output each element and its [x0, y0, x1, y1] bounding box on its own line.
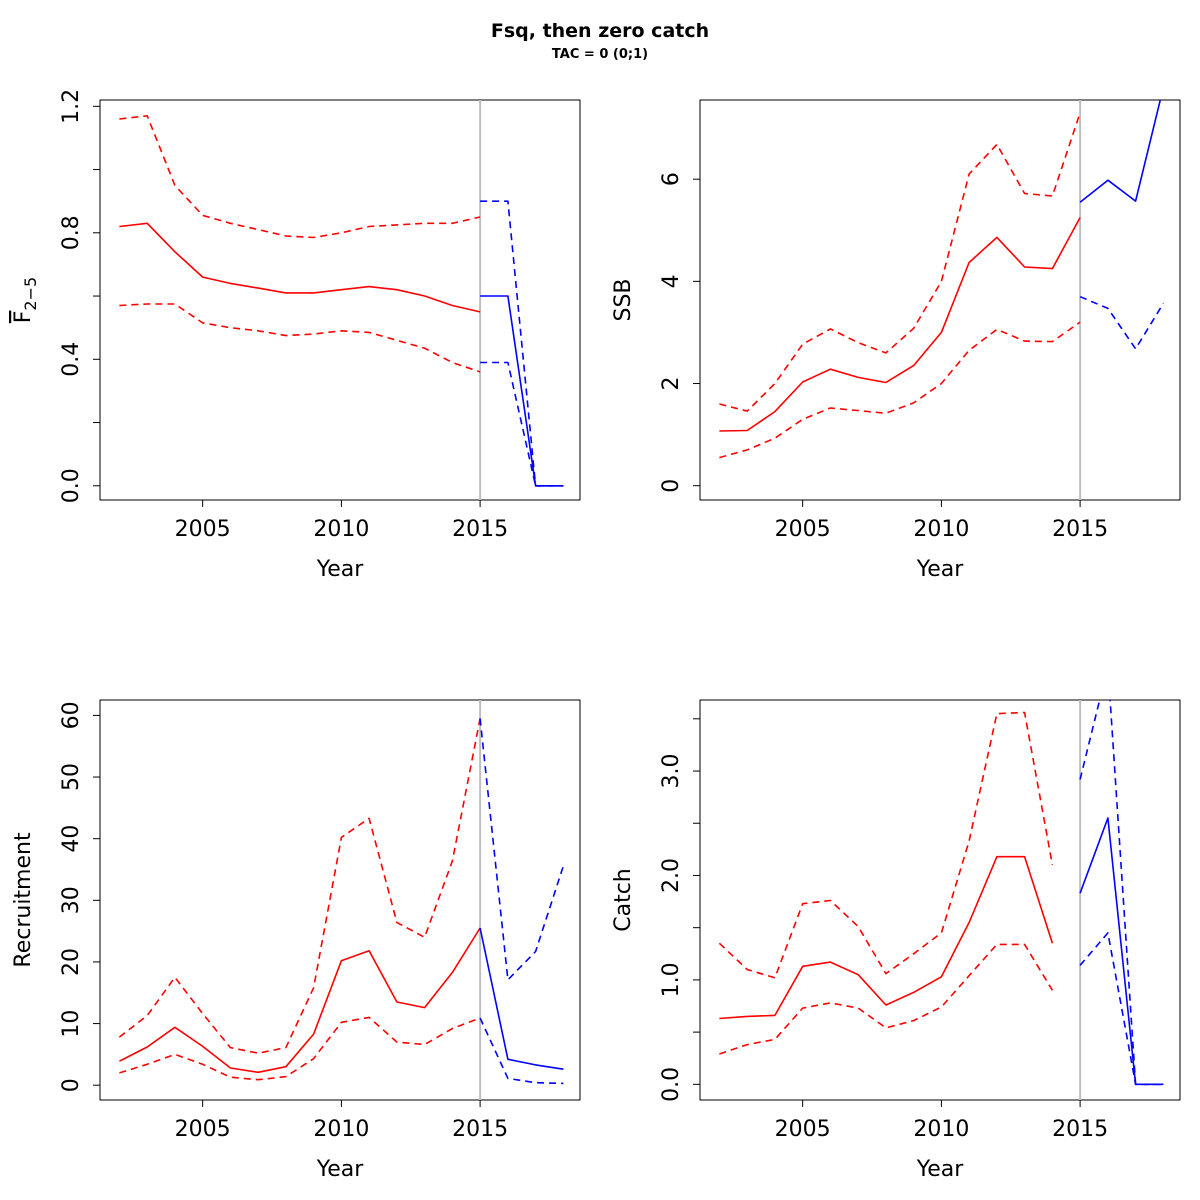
y-tick-label: 10	[59, 1010, 84, 1038]
y-tick-label: 0.0	[59, 468, 84, 503]
historic-dashed-line	[119, 115, 481, 239]
panel-top-left: 2005 2010 2015 Year 0.0 0.4 0.8 1.2 F2−5	[11, 89, 581, 582]
y-tick-label: 40	[59, 825, 84, 853]
forecast-solid-line	[479, 927, 564, 1070]
y-axis-label: F2−5	[11, 277, 40, 323]
y-tick-label: 30	[59, 886, 84, 914]
forecast-dashed-line	[479, 1017, 564, 1085]
x-tick-label: 2010	[313, 1117, 369, 1142]
y-tick-label: 0.0	[659, 1067, 684, 1102]
series-group	[718, 700, 1164, 1086]
series-group	[119, 115, 564, 487]
y-tick-label: 6	[659, 172, 684, 186]
forecast-dashed-line	[1079, 295, 1165, 350]
chart-title: Fsq, then zero catch	[490, 20, 710, 42]
x-axis-label: Year	[916, 557, 965, 582]
forecast-dashed-line	[480, 361, 564, 487]
y-tick-label: 60	[59, 701, 84, 729]
y-tick-label: 0	[659, 479, 684, 493]
series-group	[719, 100, 1165, 459]
forecast-dashed-line	[1079, 932, 1164, 1086]
historic-solid-line	[719, 217, 1081, 432]
x-tick-label: 2015	[1052, 1117, 1108, 1142]
forecast-dashed-line	[480, 200, 564, 487]
x-axis-label: Year	[316, 1157, 365, 1182]
chart-subtitle: TAC = 0 (0;1)	[551, 47, 649, 62]
y-tick-label: 3.0	[659, 754, 684, 789]
historic-dashed-line	[719, 112, 1081, 412]
y-tick-label: 0.4	[59, 342, 84, 377]
y-tick-label: 0	[59, 1078, 84, 1092]
y-axis-label-main: F	[11, 311, 36, 324]
historic-dashed-line	[119, 303, 481, 373]
forecast-dashed-line	[1079, 700, 1164, 1086]
x-tick-label: 2010	[913, 517, 969, 542]
x-tick-label: 2005	[775, 517, 831, 542]
historic-dashed-line	[718, 711, 1054, 979]
x-tick-label: 2005	[175, 1117, 231, 1142]
historic-dashed-line	[719, 943, 1054, 1055]
series-group	[118, 718, 565, 1085]
y-tick-label: 4	[659, 274, 684, 288]
forecast-dashed-line	[479, 718, 565, 981]
y-tick-label: 20	[59, 948, 84, 976]
y-tick-label: 2	[659, 377, 684, 391]
x-tick-label: 2015	[452, 517, 508, 542]
x-tick-label: 2005	[775, 1117, 831, 1142]
y-tick-label: 1.2	[59, 89, 84, 124]
y-tick-label: 1.0	[659, 962, 684, 997]
x-tick-label: 2005	[175, 517, 231, 542]
x-tick-label: 2015	[452, 1117, 508, 1142]
historic-dashed-line	[719, 321, 1081, 459]
y-axis-label: Catch	[611, 868, 636, 932]
plot-frame	[699, 99, 1181, 501]
forecast-solid-line	[480, 295, 564, 487]
plot-frame	[699, 699, 1181, 1101]
panel-bottom-left: 2005 2010 2015 Year 0 10 20 30 40 50 60 Recruitment	[11, 699, 581, 1182]
plot-frame	[99, 699, 581, 1101]
x-axis-label: Year	[316, 557, 365, 582]
y-tick-label: 50	[59, 763, 84, 791]
historic-solid-line	[119, 927, 481, 1074]
historic-solid-line	[719, 855, 1054, 1020]
forecast-solid-line	[1079, 100, 1162, 203]
y-axis-label: Recruitment	[11, 832, 36, 968]
historic-dashed-line	[118, 718, 481, 1054]
historic-dashed-line	[119, 1016, 481, 1081]
y-tick-label: 0.8	[59, 215, 84, 250]
x-tick-label: 2010	[313, 517, 369, 542]
x-tick-label: 2010	[913, 1117, 969, 1142]
historic-solid-line	[119, 222, 481, 313]
x-axis-label: Year	[916, 1157, 965, 1182]
y-axis-label: SSB	[611, 278, 636, 321]
x-tick-label: 2015	[1052, 517, 1108, 542]
panel-top-right: 2005 2010 2015 Year 0 2 4 6 SSB	[611, 99, 1181, 582]
plot-frame	[99, 99, 581, 501]
panel-bottom-right: 2005 2010 2015 Year 0.0 1.0 2.0 3.0 Catch	[611, 699, 1181, 1182]
y-tick-label: 2.0	[659, 858, 684, 893]
y-axis-label-sub: 2−5	[21, 277, 40, 311]
